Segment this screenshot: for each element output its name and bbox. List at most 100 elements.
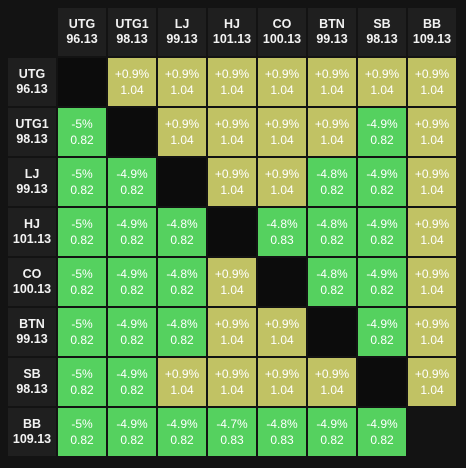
matrix-cell[interactable]: +0.9% 1.04	[408, 358, 456, 406]
cell-percent: -4.9%	[316, 417, 348, 431]
matrix-cell[interactable]: -4.7% 0.83	[208, 408, 256, 456]
matrix-cell[interactable]: -4.8% 0.82	[158, 208, 206, 256]
cell-ratio: 1.04	[270, 183, 294, 197]
cell-ratio: 1.04	[320, 383, 344, 397]
matrix-cell[interactable]: -4.9% 0.82	[108, 358, 156, 406]
row-header-position: SB	[23, 367, 41, 381]
matrix-cell[interactable]: -4.9% 0.82	[358, 408, 406, 456]
matrix-cell[interactable]: -4.9% 0.82	[358, 208, 406, 256]
matrix-cell[interactable]: -5% 0.82	[58, 408, 106, 456]
matrix-cell[interactable]: +0.9% 1.04	[258, 308, 306, 356]
row-header-stack: 99.13	[16, 332, 48, 346]
matrix-cell[interactable]: +0.9% 1.04	[308, 108, 356, 156]
matrix-cell[interactable]: +0.9% 1.04	[358, 58, 406, 106]
cell-percent: -4.9%	[116, 267, 148, 281]
column-header-position: HJ	[224, 17, 240, 31]
cell-ratio: 0.82	[370, 333, 394, 347]
cell-ratio: 0.82	[70, 183, 94, 197]
matrix-cell[interactable]: +0.9% 1.04	[258, 358, 306, 406]
cell-ratio: 0.82	[320, 233, 344, 247]
row-header-stack: 98.13	[16, 132, 48, 146]
matrix-cell[interactable]: -5% 0.82	[58, 358, 106, 406]
column-header-stack: 99.13	[166, 32, 198, 46]
matrix-cell[interactable]: -4.9% 0.82	[358, 158, 406, 206]
matrix-cell[interactable]: +0.9% 1.04	[208, 358, 256, 406]
row-header-position: UTG	[18, 67, 46, 81]
column-header-utg1: UTG1 98.13	[108, 8, 156, 56]
row-header-utg: UTG 96.13	[8, 58, 56, 106]
matrix-cell[interactable]: -4.9% 0.82	[108, 158, 156, 206]
matrix-cell[interactable]: -4.9% 0.82	[108, 208, 156, 256]
matrix-cell[interactable]: +0.9% 1.04	[208, 158, 256, 206]
cell-percent: -4.8%	[316, 267, 348, 281]
column-header-stack: 96.13	[66, 32, 98, 46]
matrix-cell[interactable]: +0.9% 1.04	[208, 258, 256, 306]
row-header-hj: HJ 101.13	[8, 208, 56, 256]
matrix-cell[interactable]: -4.9% 0.82	[108, 408, 156, 456]
row-header-bb: BB 109.13	[8, 408, 56, 456]
cell-percent: -4.9%	[116, 167, 148, 181]
matrix-cell[interactable]: -5% 0.82	[58, 158, 106, 206]
matrix-cell[interactable]: -4.8% 0.82	[308, 158, 356, 206]
cell-percent: +0.9%	[114, 67, 150, 81]
matrix-cell[interactable]: -4.9% 0.82	[158, 408, 206, 456]
matrix-cell[interactable]: +0.9% 1.04	[208, 308, 256, 356]
column-header-stack: 99.13	[316, 32, 348, 46]
cell-percent: -5%	[71, 317, 93, 331]
matrix-cell[interactable]: +0.9% 1.04	[258, 158, 306, 206]
column-header-position: CO	[272, 17, 292, 31]
cell-percent: +0.9%	[214, 267, 250, 281]
matrix-cell[interactable]: -4.9% 0.82	[358, 108, 406, 156]
matrix-cell[interactable]: -4.9% 0.82	[108, 258, 156, 306]
column-header-position: UTG1	[115, 17, 149, 31]
matrix-cell[interactable]: +0.9% 1.04	[158, 58, 206, 106]
matrix-cell[interactable]: -5% 0.82	[58, 108, 106, 156]
matrix-cell[interactable]: -4.9% 0.82	[358, 308, 406, 356]
matrix-cell-diagonal	[308, 308, 356, 356]
cell-percent: +0.9%	[414, 67, 450, 81]
matrix-cell[interactable]: +0.9% 1.04	[408, 308, 456, 356]
cell-percent: +0.9%	[414, 317, 450, 331]
cell-percent: +0.9%	[214, 167, 250, 181]
row-header-position: UTG1	[15, 117, 49, 131]
matrix-cell[interactable]: +0.9% 1.04	[258, 58, 306, 106]
matrix-cell[interactable]: +0.9% 1.04	[408, 108, 456, 156]
matrix-cell[interactable]: -4.9% 0.82	[108, 308, 156, 356]
cell-ratio: 0.82	[170, 333, 194, 347]
matrix-cell[interactable]: +0.9% 1.04	[158, 108, 206, 156]
matrix-cell[interactable]: +0.9% 1.04	[158, 358, 206, 406]
matrix-cell[interactable]: -5% 0.82	[58, 258, 106, 306]
matrix-cell[interactable]: +0.9% 1.04	[308, 358, 356, 406]
matrix-cell[interactable]: +0.9% 1.04	[408, 58, 456, 106]
matrix-cell[interactable]: -5% 0.82	[58, 208, 106, 256]
matrix-cell[interactable]: -4.8% 0.82	[158, 308, 206, 356]
matrix-cell[interactable]: -4.8% 0.82	[308, 208, 356, 256]
cell-ratio: 0.82	[170, 283, 194, 297]
matrix-cell[interactable]: +0.9% 1.04	[208, 58, 256, 106]
matrix-cell[interactable]: +0.9% 1.04	[208, 108, 256, 156]
matrix-cell[interactable]: +0.9% 1.04	[308, 58, 356, 106]
cell-percent: -4.9%	[116, 417, 148, 431]
matrix-cell[interactable]: -4.8% 0.83	[258, 208, 306, 256]
cell-percent: -4.9%	[366, 217, 398, 231]
matrix-cell[interactable]: -4.8% 0.82	[158, 258, 206, 306]
matrix-cell[interactable]: -4.9% 0.82	[358, 258, 406, 306]
cell-percent: +0.9%	[264, 367, 300, 381]
cell-percent: -4.8%	[266, 417, 298, 431]
matrix-cell-diagonal	[108, 108, 156, 156]
matrix-cell[interactable]: +0.9% 1.04	[408, 208, 456, 256]
column-header-bb: BB 109.13	[408, 8, 456, 56]
matrix-cell[interactable]: +0.9% 1.04	[108, 58, 156, 106]
row-header-btn: BTN 99.13	[8, 308, 56, 356]
matrix-cell[interactable]: -4.9% 0.82	[308, 408, 356, 456]
matrix-cell[interactable]: +0.9% 1.04	[258, 108, 306, 156]
matrix-cell[interactable]: -5% 0.82	[58, 308, 106, 356]
matrix-cell[interactable]: +0.9% 1.04	[408, 258, 456, 306]
cell-ratio: 0.82	[370, 283, 394, 297]
column-header-position: SB	[373, 17, 391, 31]
cell-percent: -5%	[71, 267, 93, 281]
matrix-cell[interactable]: -4.8% 0.83	[258, 408, 306, 456]
row-header-position: BTN	[19, 317, 45, 331]
matrix-cell[interactable]: +0.9% 1.04	[408, 158, 456, 206]
matrix-cell[interactable]: -4.8% 0.82	[308, 258, 356, 306]
